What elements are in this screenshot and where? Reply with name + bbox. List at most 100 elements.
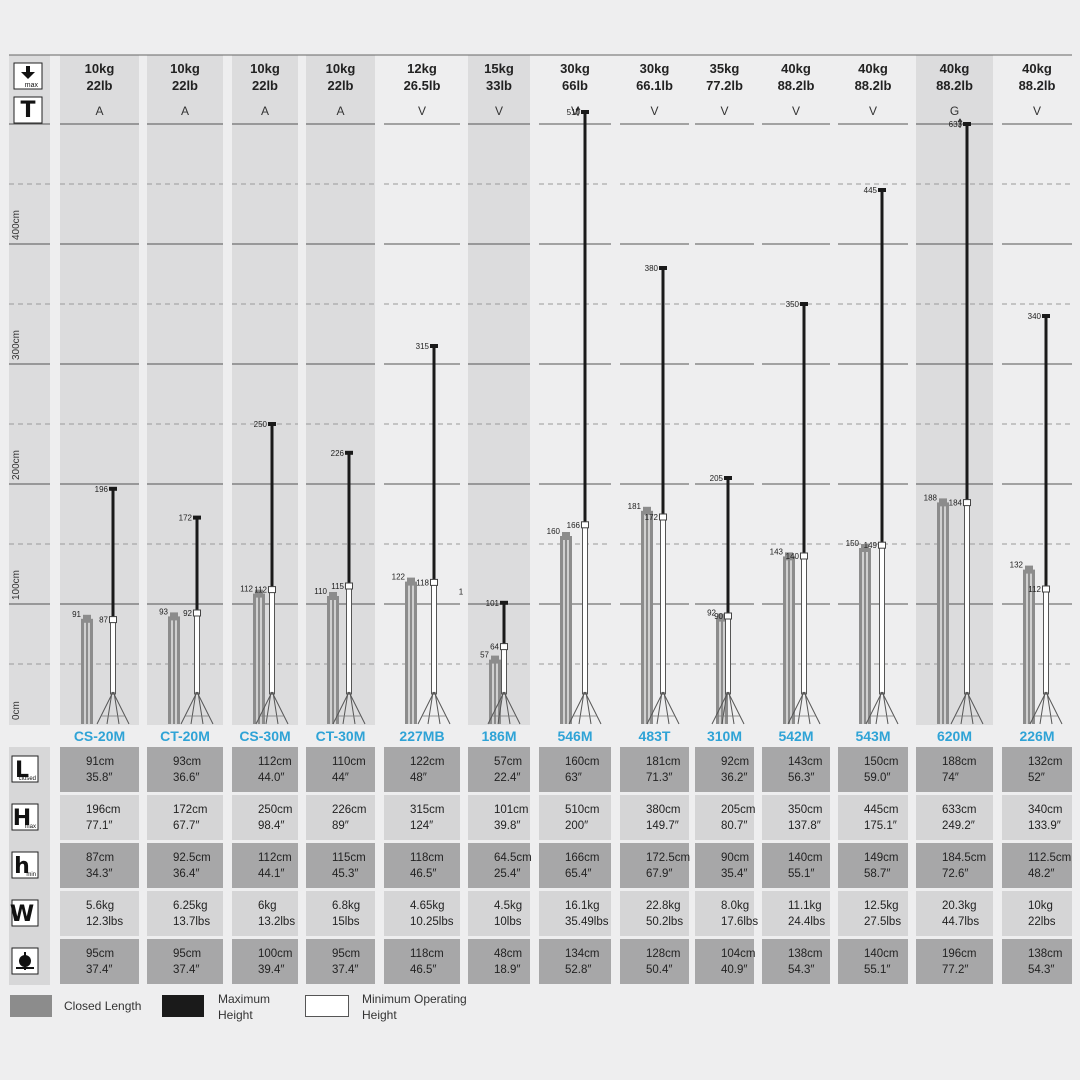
footprint-cell-metric: 128cm xyxy=(646,948,681,960)
closed-length-cell xyxy=(916,747,993,792)
legend-swatch-max xyxy=(162,995,204,1017)
tripod-leg xyxy=(797,691,804,725)
min-height-cell-imperial: 45.3″ xyxy=(332,868,358,880)
tripod-column xyxy=(431,581,437,695)
load-lb: 22lb xyxy=(86,78,112,93)
max-height-bar xyxy=(802,304,806,556)
footprint-cell xyxy=(695,939,754,984)
y-tick-label: 200cm xyxy=(11,450,22,480)
type-code: A xyxy=(95,104,103,118)
model-name: CT-20M xyxy=(160,728,210,744)
max-height-cap xyxy=(345,450,353,455)
model-name: 543M xyxy=(855,728,890,744)
min-operating-tripod xyxy=(1029,588,1063,725)
footprint-cell-imperial: 40.9″ xyxy=(721,964,747,976)
min-height-cell xyxy=(695,843,754,888)
tripod-column xyxy=(110,619,116,695)
footprint-cell-imperial: 39.4″ xyxy=(258,964,284,976)
closed-length-cell-imperial: 35.8″ xyxy=(86,772,112,784)
tripod-leg xyxy=(803,691,821,725)
type-code: V xyxy=(792,104,800,118)
min-height-label: 166 xyxy=(567,521,581,530)
min-height-cell-imperial: 36.4″ xyxy=(173,868,199,880)
tripod-leg xyxy=(787,691,805,725)
min-height-cap xyxy=(800,552,808,560)
y-tick-label: 400cm xyxy=(11,210,22,240)
column-bg xyxy=(1002,55,1072,725)
max-height-label: 196 xyxy=(95,485,109,494)
closed-length-cell-metric: 150cm xyxy=(864,756,899,768)
max-height-cell xyxy=(620,795,689,840)
weight-cell xyxy=(306,891,375,936)
icon-letter: h xyxy=(14,854,30,879)
load-lb: 88.2lb xyxy=(1019,78,1056,93)
model-name: 546M xyxy=(557,728,592,744)
weight-cell-imperial: 50.2lbs xyxy=(646,916,683,928)
type-code: V xyxy=(495,104,503,118)
load-kg: 40kg xyxy=(858,61,888,76)
load-kg: 40kg xyxy=(781,61,811,76)
min-height-label: 118 xyxy=(416,578,429,587)
footprint-cell xyxy=(620,939,689,984)
type-code: V xyxy=(869,104,877,118)
max-height-bar xyxy=(347,452,351,586)
weight-cell-metric: 4.65kg xyxy=(410,900,445,912)
model-name: 226M xyxy=(1019,728,1054,744)
model-name: 227MB xyxy=(399,728,444,744)
min-height-cap xyxy=(500,643,508,651)
tripod-leg xyxy=(721,691,728,725)
max-height-cell-imperial: 137.8″ xyxy=(788,820,821,832)
weight-cell-imperial: 35.49lbs xyxy=(565,916,609,928)
tripod-leg xyxy=(427,691,434,725)
tripod-leg xyxy=(197,691,204,725)
closed-length-label: 92 xyxy=(707,609,716,618)
weight-cell-imperial: 13.2lbs xyxy=(258,916,295,928)
min-height-label: 112 xyxy=(254,586,267,595)
column-bg xyxy=(60,55,139,725)
axis-column xyxy=(9,55,50,725)
footprint-cell-metric: 95cm xyxy=(173,948,201,960)
closed-length-cell-imperial: 36.6″ xyxy=(173,772,199,784)
max-height-label: 101 xyxy=(486,599,500,608)
min-operating-tripod xyxy=(487,646,521,725)
max-height-cell-imperial: 80.7″ xyxy=(721,820,747,832)
weight-cell-metric: 5.6kg xyxy=(86,900,114,912)
icon-sub: min xyxy=(26,872,36,878)
tripod-leg xyxy=(578,691,585,725)
max-height-bar xyxy=(270,424,274,590)
closed-length-label: 150 xyxy=(846,539,860,548)
max-height-bar xyxy=(1044,316,1048,589)
min-height-cap xyxy=(1042,585,1050,593)
closed-length-bar xyxy=(783,556,795,724)
closed-length-label: 181 xyxy=(628,502,642,511)
tripod-leg xyxy=(332,691,350,725)
closed-length-cell-imperial: 36.2″ xyxy=(721,772,747,784)
max-height-label: 340 xyxy=(1028,312,1042,321)
footprint-cell-metric: 95cm xyxy=(332,948,360,960)
load-lb: 66.1lb xyxy=(636,78,673,93)
load-lb: 77.2lb xyxy=(706,78,743,93)
type-code: A xyxy=(261,104,269,118)
load-kg: 10kg xyxy=(170,61,200,76)
tripod-leg xyxy=(417,691,435,725)
legend-label-closed: Closed Length xyxy=(64,999,142,1013)
tripod-leg xyxy=(503,691,521,725)
closed-length-bar xyxy=(81,618,93,724)
weight-cell xyxy=(232,891,298,936)
closed-length-cell xyxy=(60,747,139,792)
closed-length-bar xyxy=(168,616,180,724)
max-height-cap xyxy=(963,122,971,126)
max-height-cell xyxy=(695,795,754,840)
min-height-label: 140 xyxy=(786,552,800,561)
load-kg: 40kg xyxy=(1022,61,1052,76)
load-kg: 12kg xyxy=(407,61,437,76)
tripod-leg xyxy=(663,691,670,725)
max-height-cell-metric: 510cm xyxy=(565,804,600,816)
min-height-label: 90 xyxy=(714,612,723,621)
min-height-cap xyxy=(268,586,276,594)
max-height-cap xyxy=(500,600,508,605)
beyond-scale-arrow xyxy=(575,106,581,116)
weight-cell xyxy=(147,891,223,936)
weight-cell xyxy=(468,891,530,936)
type-code: V xyxy=(1033,104,1041,118)
